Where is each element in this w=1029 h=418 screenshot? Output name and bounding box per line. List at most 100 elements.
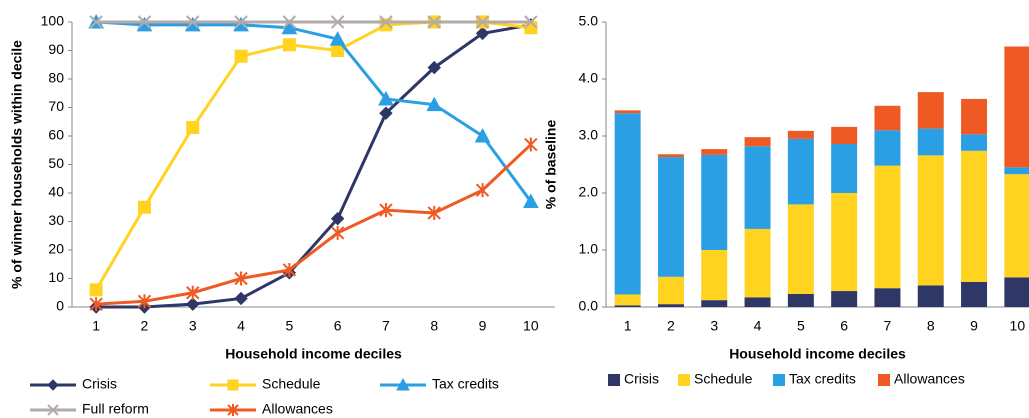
legend-label: Tax credits [789,371,856,387]
marker [282,15,297,29]
x-tick-label: 2 [667,318,675,334]
bar-segment [874,288,901,307]
bar-segment [787,204,814,294]
marker [330,15,345,29]
y-tick-label: 0.0 [579,298,599,314]
y-tick-label: 70 [48,98,64,114]
bar-segment [831,291,858,307]
marker [137,200,151,214]
legend-label: Full reform [82,401,149,417]
bar-segment [614,113,641,295]
marker [234,49,248,63]
bar-segment [831,126,858,144]
marker [427,60,441,75]
y-tick-label: 20 [48,241,64,257]
legend-swatch [608,374,620,386]
marker [379,15,393,29]
marker [282,262,297,277]
legend-swatch [678,374,690,386]
y-tick-label: 40 [48,184,64,200]
x-tick-label: 10 [1010,318,1026,334]
bar-segment [787,130,814,139]
bar-segment [831,193,858,292]
marker [234,271,248,286]
series-line [96,143,532,306]
legend-label: Allowances [262,401,333,417]
bar-segment [657,304,684,307]
legend-label: Crisis [82,376,117,392]
y-tick-label: 5.0 [579,13,599,29]
bar-segment [701,149,728,155]
legend-label: Allowances [894,371,965,387]
marker [47,379,59,391]
bar-segment [874,105,901,131]
marker [89,283,103,297]
x-tick-label: 9 [479,318,487,334]
bar-segment [787,293,814,307]
bar-segment [874,165,901,289]
marker [474,127,491,143]
y-tick-label: 3.0 [579,127,599,143]
bar-segment [787,138,814,205]
x-axis-title: Household income deciles [225,346,402,362]
marker [282,38,296,52]
bar-segment [744,297,771,307]
marker [137,294,152,309]
bar-segment [917,155,944,286]
marker [137,15,152,29]
x-tick-label: 5 [285,318,293,334]
series-line [96,23,532,309]
marker [186,15,200,29]
marker [89,297,103,312]
marker [227,379,239,391]
x-tick-label: 2 [141,318,149,334]
bar-segment [961,281,988,307]
x-tick-label: 10 [523,318,539,334]
bar-segment [657,157,684,277]
y-tick-label: 10 [48,269,64,285]
x-axis-title: Household income deciles [729,346,906,362]
x-tick-label: 6 [334,318,342,334]
legend-label: Tax credits [432,376,499,392]
x-tick-label: 3 [710,318,718,334]
bar-segment [1004,277,1029,307]
marker [379,203,393,218]
x-tick-label: 3 [189,318,197,334]
x-tick-label: 4 [237,318,245,334]
y-tick-label: 30 [48,212,64,228]
marker [379,106,393,120]
x-tick-label: 8 [927,318,935,334]
marker [475,15,490,29]
bar-segment [917,92,944,129]
x-tick-label: 5 [797,318,805,334]
marker [234,291,248,306]
bar-segment [744,228,771,298]
bar-segment [614,294,641,306]
x-tick-label: 8 [430,318,438,334]
y-tick-label: 100 [41,13,65,29]
y-tick-label: 50 [48,155,64,171]
marker [475,26,490,41]
bar-segment [657,276,684,305]
marker [227,404,239,416]
bar-segment [961,150,988,282]
marker [427,15,441,29]
bar-segment [744,137,771,147]
bar-segment [961,134,988,151]
y-tick-label: 0 [56,298,64,314]
bar-segment [744,146,771,229]
marker [524,137,538,152]
legend-swatch [773,374,785,386]
x-tick-label: 4 [754,318,762,334]
marker [396,377,410,391]
y-tick-label: 4.0 [579,70,599,86]
marker [378,90,394,106]
x-tick-label: 7 [884,318,892,334]
bar-segment [1004,167,1029,175]
marker [523,193,539,209]
bar-segment [614,305,641,307]
marker [330,225,345,240]
bar-segment [701,250,728,301]
y-tick-label: 60 [48,127,64,143]
marker [186,120,200,134]
